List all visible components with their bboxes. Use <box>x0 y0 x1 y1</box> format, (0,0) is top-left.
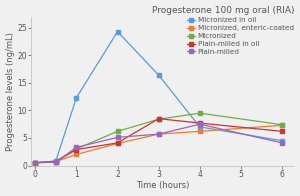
Plain-milled <box>116 136 119 139</box>
Plain-milled <box>54 161 58 163</box>
Text: Progesterone 100 mg oral (RIA): Progesterone 100 mg oral (RIA) <box>152 5 294 15</box>
Plain-milled <box>33 162 37 164</box>
Micronized in oil <box>33 162 37 164</box>
Line: Plain-milled: Plain-milled <box>33 122 284 165</box>
X-axis label: Time (hours): Time (hours) <box>136 181 190 191</box>
Micronized, enteric-coated <box>54 161 58 163</box>
Micronized in oil <box>75 97 78 99</box>
Plain-milled <box>75 146 78 149</box>
Plain-milled in oil <box>75 148 78 151</box>
Micronized, enteric-coated <box>198 130 202 132</box>
Legend: Micronized in oil, Micronized, enteric-coated, Micronized, Plain-milled in oil, : Micronized in oil, Micronized, enteric-c… <box>187 17 294 55</box>
Micronized <box>157 118 160 120</box>
Plain-milled <box>198 123 202 125</box>
Micronized <box>33 162 37 164</box>
Micronized <box>116 130 119 132</box>
Micronized <box>198 112 202 114</box>
Micronized in oil <box>280 140 284 142</box>
Plain-milled in oil <box>280 130 284 132</box>
Micronized <box>75 148 78 150</box>
Micronized in oil <box>157 74 160 76</box>
Plain-milled <box>157 133 160 135</box>
Micronized, enteric-coated <box>280 124 284 126</box>
Plain-milled in oil <box>54 161 58 163</box>
Micronized, enteric-coated <box>33 162 37 164</box>
Micronized in oil <box>116 30 119 33</box>
Plain-milled in oil <box>198 122 202 124</box>
Plain-milled in oil <box>33 162 37 164</box>
Plain-milled <box>280 142 284 144</box>
Line: Plain-milled in oil: Plain-milled in oil <box>33 117 284 165</box>
Y-axis label: Progesterone levels (ng/mL): Progesterone levels (ng/mL) <box>6 32 15 151</box>
Micronized, enteric-coated <box>116 142 119 145</box>
Plain-milled in oil <box>157 117 160 120</box>
Line: Micronized: Micronized <box>33 111 284 165</box>
Micronized, enteric-coated <box>75 153 78 156</box>
Micronized in oil <box>198 126 202 128</box>
Plain-milled in oil <box>116 142 119 144</box>
Line: Micronized, enteric-coated: Micronized, enteric-coated <box>33 123 284 165</box>
Micronized <box>54 160 58 162</box>
Micronized, enteric-coated <box>157 133 160 135</box>
Micronized in oil <box>54 160 58 162</box>
Line: Micronized in oil: Micronized in oil <box>33 30 284 165</box>
Micronized <box>280 123 284 126</box>
